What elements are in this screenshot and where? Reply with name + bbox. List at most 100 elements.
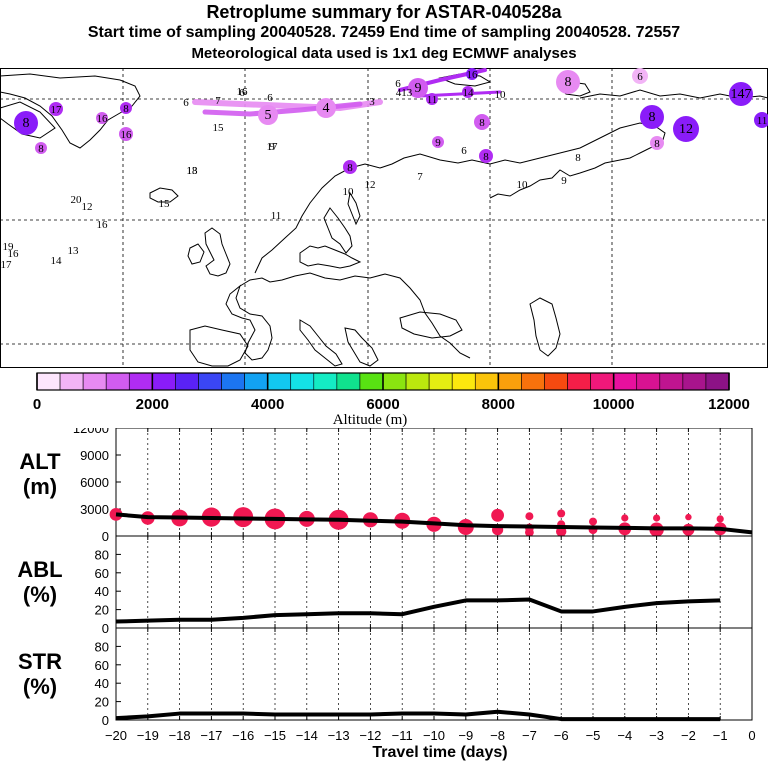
abl-panel-unit: (%)	[23, 582, 57, 607]
plume-label: 15	[213, 122, 225, 134]
plume-label: 8	[123, 103, 129, 115]
colorbar-cell	[613, 372, 638, 391]
colorbar-cell	[313, 372, 338, 391]
x-tick-label: −15	[264, 728, 286, 743]
plume-label: 16	[97, 219, 109, 231]
plume-label: 16	[467, 69, 479, 81]
map-gridlines	[0, 68, 768, 368]
plume-circle	[120, 102, 132, 114]
x-tick-label: −6	[554, 728, 569, 743]
plume-label: 16	[97, 113, 109, 125]
plume-label: 5	[265, 108, 272, 123]
str-ytick-label: 20	[95, 695, 109, 710]
plume-circle	[432, 136, 444, 148]
plume-label: 14	[51, 255, 63, 267]
alt-particle-circle	[621, 514, 629, 522]
x-tick-label: −5	[586, 728, 601, 743]
x-tick-label: −18	[169, 728, 191, 743]
colorbar-cell	[175, 372, 199, 391]
abl-ytick-label: 0	[102, 621, 109, 636]
colorbar-cell	[682, 372, 707, 391]
str-panel-unit: (%)	[23, 674, 57, 699]
alt-panel-unit: (m)	[23, 474, 57, 499]
plume-label: 18	[187, 165, 199, 177]
alt-particle-circle	[525, 512, 534, 521]
plume-label: 8	[575, 152, 581, 164]
plume-circle	[466, 68, 478, 80]
colorbar-cell	[521, 372, 545, 391]
plume-label: 11	[271, 210, 282, 222]
plume-label: 16	[121, 129, 133, 141]
coastlines	[0, 73, 768, 367]
abl-ytick-label: 60	[95, 566, 109, 581]
plume-label: 7	[215, 95, 221, 107]
alt-ytick-label: 9000	[80, 448, 109, 463]
plume-label: 9	[435, 137, 441, 149]
x-tick-label: −20	[105, 728, 127, 743]
colorbar-cell	[428, 372, 453, 391]
colorbar-cell	[152, 372, 176, 391]
x-tick-label: −3	[649, 728, 664, 743]
colorbar-cell	[405, 372, 430, 391]
altitude-colorbar: 0 2000 4000 6000 8000 10000 12000 Altitude (m)	[33, 372, 750, 428]
colorbar-cell	[290, 372, 315, 391]
alt-panel-label: ALT	[19, 449, 61, 474]
alt-panel: 12000 9000 6000 3000 0 ALT(m)	[19, 428, 753, 544]
x-tick-label: 0	[748, 728, 755, 743]
str-ytick-label: 60	[95, 658, 109, 673]
colorbar-cell	[636, 372, 661, 391]
plume-circle	[729, 82, 753, 106]
alt-ytick-label: 0	[102, 529, 109, 544]
colorbar-cells	[36, 372, 730, 391]
plume-circle	[35, 142, 47, 154]
colorbar-tick-label: 4000	[251, 396, 284, 413]
x-tick-label: −16	[232, 728, 254, 743]
plume-label: 10	[517, 179, 529, 191]
plume-label: 6	[267, 92, 273, 104]
alt-ytick-label: 6000	[80, 475, 109, 490]
str-ytick-label: 40	[95, 676, 109, 691]
plume-label: 17	[51, 104, 63, 116]
colorbar-cell	[198, 372, 222, 391]
plume-label: 6	[637, 71, 643, 83]
plume-circle	[462, 86, 474, 98]
plume-label: 13	[68, 245, 80, 257]
plume-circle	[14, 111, 38, 135]
plume-label: 12	[679, 122, 693, 137]
x-tick-label: −1	[713, 728, 728, 743]
plume-label: 11	[757, 115, 768, 127]
colorbar-tick-label: 10000	[593, 396, 635, 413]
colorbar-tick-label: 6000	[366, 396, 399, 413]
x-tick-label: −11	[392, 728, 413, 743]
plume-label: 14	[463, 87, 475, 99]
plume-label: 13	[187, 165, 199, 177]
alt-particle-circle	[653, 514, 661, 522]
plume-circle	[474, 114, 490, 130]
x-tick-label: −12	[359, 728, 381, 743]
abl-series-line	[115, 597, 721, 624]
plume-label: 8	[649, 110, 656, 125]
plume-circle	[408, 78, 428, 98]
alt-particle-circle	[525, 528, 534, 537]
abl-panel: 80 60 40 20 0 ABL(%)	[17, 535, 753, 636]
plume-label: 9	[269, 141, 275, 153]
plume-label: 6	[461, 145, 467, 157]
colorbar-cell	[544, 372, 568, 391]
plume-circle	[426, 93, 438, 105]
colorbar-cell	[221, 372, 245, 391]
plume-label: 19	[3, 241, 15, 253]
plume-circle	[673, 116, 699, 142]
str-panel-label: STR	[18, 649, 62, 674]
colorbar-cell	[105, 372, 130, 391]
colorbar-cell	[36, 372, 61, 391]
colorbar-cell	[382, 372, 407, 391]
x-tick-label: −17	[200, 728, 222, 743]
plume-circle	[119, 127, 133, 141]
x-tick-label: −7	[522, 728, 537, 743]
colorbar-tick-label: 8000	[482, 396, 515, 413]
colorbar-cell	[659, 372, 684, 391]
x-tick-label: −13	[328, 728, 350, 743]
